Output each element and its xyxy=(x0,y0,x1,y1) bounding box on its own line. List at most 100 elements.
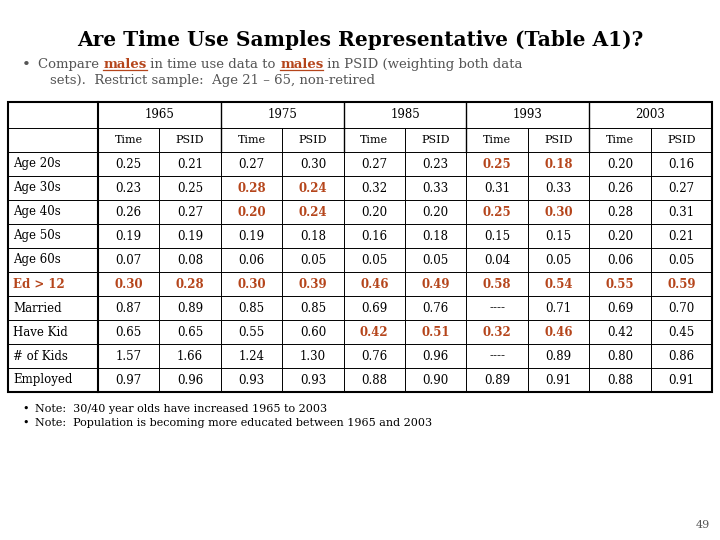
Text: 0.27: 0.27 xyxy=(238,158,264,171)
Text: 0.05: 0.05 xyxy=(668,253,694,267)
Text: 1.66: 1.66 xyxy=(177,349,203,362)
Text: 1993: 1993 xyxy=(513,109,543,122)
Text: 0.28: 0.28 xyxy=(607,206,633,219)
Text: Time: Time xyxy=(360,135,388,145)
Text: 0.70: 0.70 xyxy=(668,301,694,314)
Text: 0.05: 0.05 xyxy=(361,253,387,267)
Text: 1975: 1975 xyxy=(267,109,297,122)
Text: 0.06: 0.06 xyxy=(238,253,265,267)
Text: Compare: Compare xyxy=(38,58,103,71)
Text: Married: Married xyxy=(13,301,62,314)
Text: 0.71: 0.71 xyxy=(546,301,572,314)
Text: 2003: 2003 xyxy=(636,109,665,122)
Text: 0.27: 0.27 xyxy=(177,206,203,219)
Text: 0.89: 0.89 xyxy=(546,349,572,362)
Text: Note:  30/40 year olds have increased 1965 to 2003: Note: 30/40 year olds have increased 196… xyxy=(35,404,327,414)
Text: 0.18: 0.18 xyxy=(544,158,572,171)
Text: 1965: 1965 xyxy=(145,109,174,122)
Text: 1.24: 1.24 xyxy=(238,349,264,362)
Text: 0.26: 0.26 xyxy=(116,206,142,219)
Text: 0.04: 0.04 xyxy=(484,253,510,267)
Text: 0.32: 0.32 xyxy=(482,326,511,339)
Text: 0.89: 0.89 xyxy=(177,301,203,314)
Text: 0.88: 0.88 xyxy=(607,374,633,387)
Text: •: • xyxy=(22,58,31,72)
Text: 1.30: 1.30 xyxy=(300,349,326,362)
Text: Have Kid: Have Kid xyxy=(13,326,68,339)
Text: 0.32: 0.32 xyxy=(361,181,387,194)
Text: 0.76: 0.76 xyxy=(361,349,387,362)
Text: 0.69: 0.69 xyxy=(607,301,633,314)
Text: 0.45: 0.45 xyxy=(668,326,694,339)
Text: 0.55: 0.55 xyxy=(606,278,634,291)
Text: 0.65: 0.65 xyxy=(116,326,142,339)
Text: 0.20: 0.20 xyxy=(423,206,449,219)
Text: 0.24: 0.24 xyxy=(299,181,327,194)
Text: 0.85: 0.85 xyxy=(238,301,264,314)
Text: 0.93: 0.93 xyxy=(238,374,265,387)
Text: 0.33: 0.33 xyxy=(545,181,572,194)
Text: Time: Time xyxy=(606,135,634,145)
Text: males: males xyxy=(103,58,146,71)
Text: PSID: PSID xyxy=(421,135,450,145)
Text: 0.42: 0.42 xyxy=(607,326,633,339)
Text: PSID: PSID xyxy=(176,135,204,145)
Text: 0.27: 0.27 xyxy=(668,181,694,194)
Text: 0.19: 0.19 xyxy=(116,230,142,242)
Text: ----: ---- xyxy=(489,301,505,314)
Text: 0.20: 0.20 xyxy=(607,158,633,171)
Text: PSID: PSID xyxy=(667,135,696,145)
Text: 0.54: 0.54 xyxy=(544,278,572,291)
Text: 0.21: 0.21 xyxy=(668,230,694,242)
Text: males: males xyxy=(280,58,323,71)
Text: 0.30: 0.30 xyxy=(237,278,266,291)
Text: 0.30: 0.30 xyxy=(300,158,326,171)
Text: Age 40s: Age 40s xyxy=(13,206,60,219)
Text: Age 60s: Age 60s xyxy=(13,253,60,267)
Text: 0.18: 0.18 xyxy=(300,230,326,242)
Text: Time: Time xyxy=(238,135,266,145)
Text: 0.93: 0.93 xyxy=(300,374,326,387)
Text: 0.46: 0.46 xyxy=(544,326,572,339)
Text: 0.25: 0.25 xyxy=(483,158,511,171)
Text: 0.21: 0.21 xyxy=(177,158,203,171)
Text: 0.30: 0.30 xyxy=(114,278,143,291)
Text: 0.96: 0.96 xyxy=(177,374,203,387)
Text: 0.20: 0.20 xyxy=(237,206,266,219)
Text: 0.23: 0.23 xyxy=(116,181,142,194)
Text: in PSID (weighting both data: in PSID (weighting both data xyxy=(323,58,523,71)
Text: 0.28: 0.28 xyxy=(237,181,266,194)
Text: 0.33: 0.33 xyxy=(423,181,449,194)
Text: 1985: 1985 xyxy=(390,109,420,122)
Text: 0.46: 0.46 xyxy=(360,278,389,291)
Text: 0.25: 0.25 xyxy=(116,158,142,171)
Text: 0.96: 0.96 xyxy=(423,349,449,362)
Text: 49: 49 xyxy=(696,520,710,530)
Text: 0.60: 0.60 xyxy=(300,326,326,339)
Text: 0.58: 0.58 xyxy=(483,278,511,291)
Text: 0.26: 0.26 xyxy=(607,181,633,194)
Text: 0.76: 0.76 xyxy=(423,301,449,314)
Text: Are Time Use Samples Representative (Table A1)?: Are Time Use Samples Representative (Tab… xyxy=(77,30,643,50)
Text: 0.19: 0.19 xyxy=(238,230,264,242)
Bar xyxy=(8,102,712,392)
Text: 0.23: 0.23 xyxy=(423,158,449,171)
Text: 0.85: 0.85 xyxy=(300,301,326,314)
Text: 0.42: 0.42 xyxy=(360,326,389,339)
Text: PSID: PSID xyxy=(299,135,327,145)
Text: 0.30: 0.30 xyxy=(544,206,573,219)
Text: 0.91: 0.91 xyxy=(668,374,694,387)
Text: •: • xyxy=(22,418,29,428)
Text: 0.19: 0.19 xyxy=(177,230,203,242)
Text: 0.97: 0.97 xyxy=(116,374,142,387)
Text: 0.16: 0.16 xyxy=(668,158,694,171)
Text: Time: Time xyxy=(483,135,511,145)
Text: 0.28: 0.28 xyxy=(176,278,204,291)
Text: sets).  Restrict sample:  Age 21 – 65, non-retired: sets). Restrict sample: Age 21 – 65, non… xyxy=(50,74,375,87)
Text: 0.07: 0.07 xyxy=(116,253,142,267)
Text: 0.25: 0.25 xyxy=(483,206,511,219)
Text: Employed: Employed xyxy=(13,374,73,387)
Text: 0.05: 0.05 xyxy=(423,253,449,267)
Text: 0.08: 0.08 xyxy=(177,253,203,267)
Text: Age 30s: Age 30s xyxy=(13,181,60,194)
